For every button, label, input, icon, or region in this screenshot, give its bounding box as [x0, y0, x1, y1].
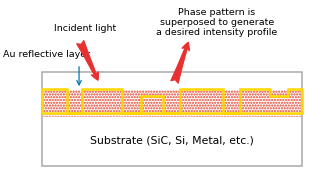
Text: Au reflective layer: Au reflective layer — [3, 50, 90, 59]
FancyBboxPatch shape — [43, 117, 301, 165]
Text: Incident light: Incident light — [54, 24, 117, 33]
Text: Substrate (SiC, Si, Metal, etc.): Substrate (SiC, Si, Metal, etc.) — [90, 135, 254, 145]
FancyBboxPatch shape — [42, 72, 302, 166]
Text: Phase pattern is
superposed to generate
a desired intensity profile: Phase pattern is superposed to generate … — [156, 8, 278, 37]
